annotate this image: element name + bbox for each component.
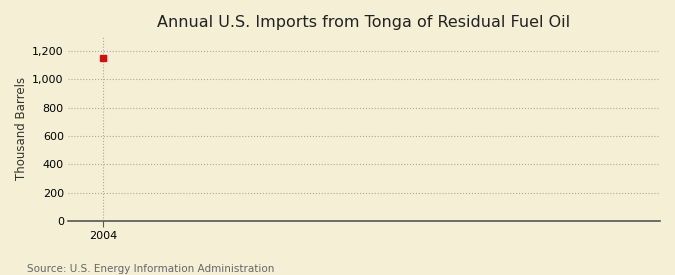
Y-axis label: Thousand Barrels: Thousand Barrels [15, 77, 28, 180]
Title: Annual U.S. Imports from Tonga of Residual Fuel Oil: Annual U.S. Imports from Tonga of Residu… [157, 15, 570, 30]
Text: Source: U.S. Energy Information Administration: Source: U.S. Energy Information Administ… [27, 264, 274, 274]
